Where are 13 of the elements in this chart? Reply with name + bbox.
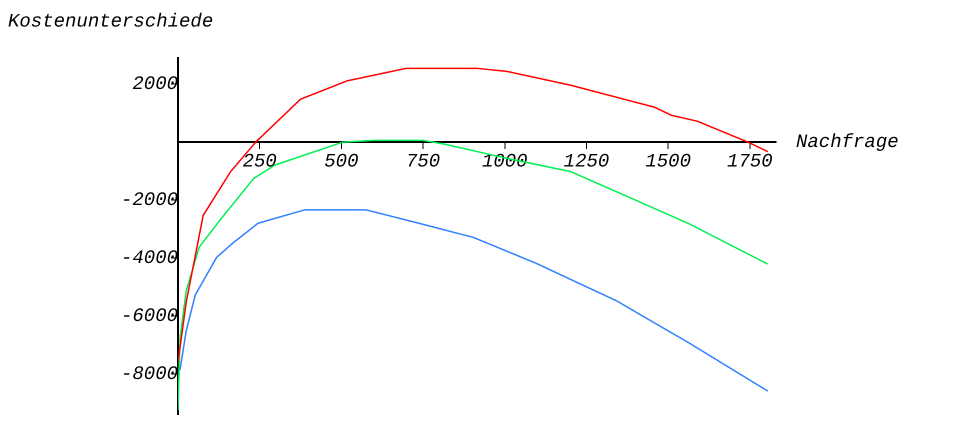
x-tick-label: 1500	[645, 150, 691, 173]
x-tick-label: 1750	[727, 150, 773, 173]
y-axis-title: Kostenunterschiede	[8, 10, 214, 33]
x-tick-label: 750	[406, 150, 440, 173]
x-tick-label: 1250	[564, 150, 610, 173]
x-axis-title: Nachfrage	[796, 131, 899, 154]
y-tick-label: -2000	[120, 189, 178, 212]
x-tick-label: 500	[324, 150, 358, 173]
y-tick-label: -4000	[120, 247, 178, 270]
x-tick-label: 250	[242, 150, 277, 173]
y-tick-label: 2000	[132, 73, 178, 96]
y-tick-label: -8000	[120, 363, 178, 386]
y-tick-label: -6000	[120, 305, 178, 328]
